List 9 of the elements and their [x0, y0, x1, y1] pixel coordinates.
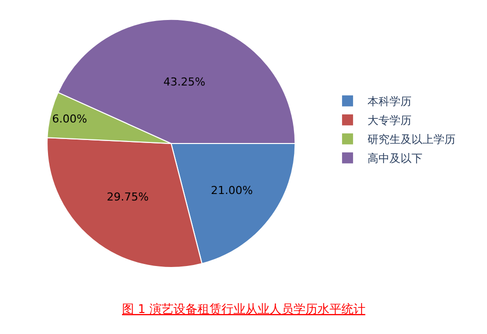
- data-label: 6.00%: [52, 112, 88, 126]
- legend-label: 研究生及以上学历: [368, 133, 456, 146]
- data-label: 43.25%: [163, 76, 206, 89]
- caption: 图 1 演艺设备租赁行业从业人员学历水平统计: [122, 302, 366, 316]
- legend-label: 本科学历: [368, 95, 412, 108]
- legend-label: 高中及以下: [368, 152, 423, 166]
- data-label: 21.00%: [210, 184, 253, 198]
- legend-label: 大专学历: [368, 114, 412, 128]
- data-label: 29.75%: [106, 190, 149, 204]
